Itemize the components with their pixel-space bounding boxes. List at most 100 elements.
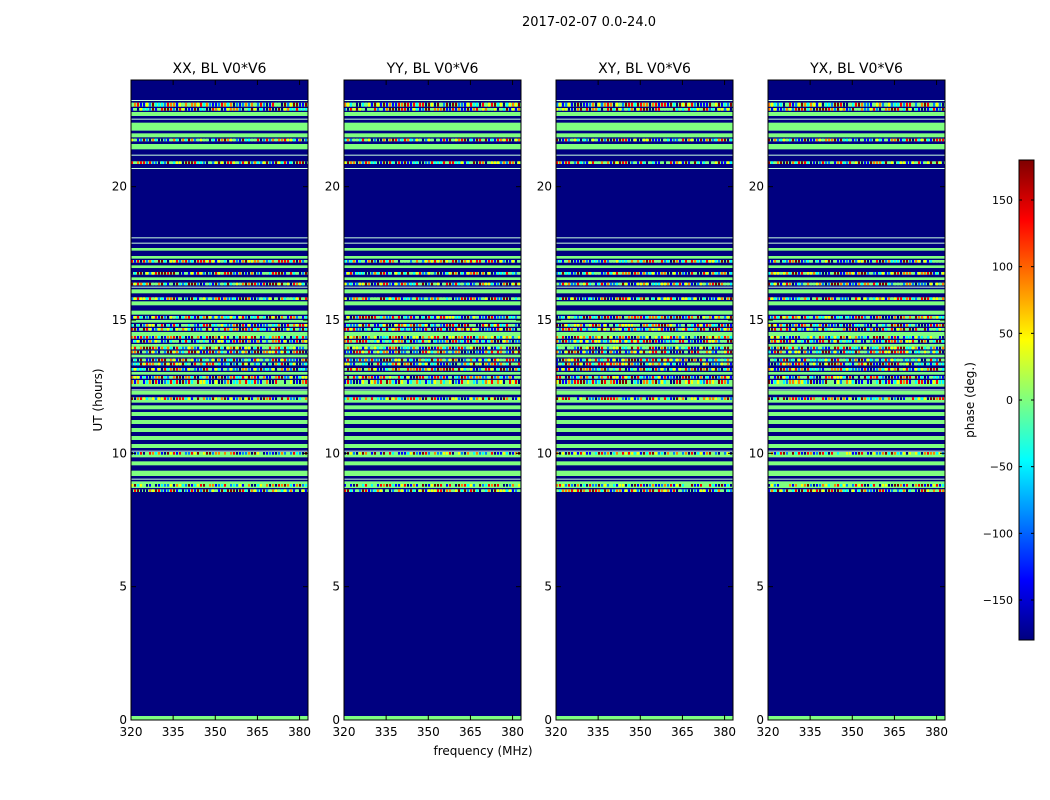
noisy-phase-band: [131, 346, 308, 350]
noisy-phase-band: [131, 282, 308, 286]
flat-phase-band: [556, 412, 733, 416]
colorbar-ticks: −150 −100 −50 0 50 100 150: [983, 194, 1034, 607]
thin-phase-line: [344, 100, 521, 101]
colorbar-tick-label: 50: [999, 327, 1013, 340]
thin-phase-line: [556, 478, 733, 480]
flat-phase-band: [768, 444, 945, 448]
flat-phase-band: [768, 372, 945, 375]
x-tick-label: 380: [925, 725, 948, 739]
noisy-phase-band: [556, 340, 733, 343]
flat-phase-band: [556, 144, 733, 150]
thin-phase-line: [768, 100, 945, 101]
flat-phase-band: [556, 390, 733, 395]
flat-phase-band: [344, 412, 521, 416]
noisy-phase-band: [556, 328, 733, 331]
flat-phase-band: [556, 420, 733, 424]
flat-phase-band: [131, 453, 308, 458]
flat-phase-band: [131, 133, 308, 138]
y-tick-label: 5: [332, 580, 340, 594]
thin-phase-line: [344, 237, 521, 239]
flat-phase-band: [556, 310, 733, 315]
noisy-phase-band: [344, 324, 521, 327]
y-tick-label: 10: [325, 446, 340, 460]
flat-phase-band: [131, 289, 308, 294]
heatmap-area: [556, 80, 733, 720]
noisy-phase-band: [556, 324, 733, 327]
noisy-phase-band: [131, 138, 308, 142]
flat-phase-band: [344, 470, 521, 476]
y-tick-label: 15: [112, 313, 127, 327]
x-tick-label: 335: [799, 725, 822, 739]
noisy-phase-band: [768, 346, 945, 350]
flat-phase-band: [556, 436, 733, 440]
flat-phase-band: [768, 133, 945, 138]
noisy-phase-band: [131, 102, 308, 107]
noisy-phase-band: [556, 358, 733, 362]
flat-phase-band: [768, 470, 945, 476]
panel-3: XY, BL V0*V6 320 335 350 365 380 0 5 10 15 20: [537, 61, 736, 739]
flat-phase-band: [768, 405, 945, 410]
colorbar: −150 −100 −50 0 50 100 150 phase (deg.): [963, 159, 1035, 641]
flat-phase-band: [344, 289, 521, 294]
panel-title: XY, BL V0*V6: [598, 61, 691, 77]
flat-phase-band: [556, 248, 733, 251]
flat-phase-band: [344, 384, 521, 387]
noisy-phase-band: [768, 102, 945, 107]
noisy-phase-band: [768, 368, 945, 371]
noisy-phase-band: [131, 350, 308, 354]
flat-phase-band: [344, 354, 521, 358]
x-tick-label: 350: [204, 725, 227, 739]
flat-phase-band: [131, 428, 308, 432]
flat-phase-band: [344, 461, 521, 466]
flat-phase-band: [768, 428, 945, 432]
noisy-phase-band: [556, 397, 733, 400]
flat-phase-band: [131, 122, 308, 131]
noisy-phase-band: [556, 272, 733, 275]
noisy-phase-band: [131, 362, 308, 366]
flat-phase-band: [768, 354, 945, 358]
noisy-phase-band: [768, 397, 945, 400]
thin-phase-line: [768, 286, 945, 288]
flat-phase-band: [556, 405, 733, 410]
flat-phase-band: [131, 412, 308, 416]
flat-phase-band: [556, 716, 733, 720]
thin-phase-line: [556, 100, 733, 101]
noisy-phase-band: [131, 368, 308, 371]
flat-phase-band: [768, 716, 945, 720]
thin-phase-line: [556, 118, 733, 120]
y-tick-label: 0: [332, 713, 340, 727]
x-axis-label: frequency (MHz): [433, 744, 532, 758]
noisy-phase-band: [768, 260, 945, 263]
x-tick-label: 380: [288, 725, 311, 739]
thin-phase-line: [131, 168, 308, 169]
y-tick-label: 5: [756, 580, 764, 594]
thin-phase-line: [131, 450, 308, 452]
flat-phase-band: [344, 144, 521, 150]
panel-title: YY, BL V0*V6: [386, 61, 479, 77]
flat-phase-band: [131, 144, 308, 150]
x-tick-label: 380: [713, 725, 736, 739]
flat-phase-band: [768, 453, 945, 458]
y-tick-label: 15: [537, 313, 552, 327]
y-tick-label: 10: [537, 446, 552, 460]
flat-phase-band: [131, 344, 308, 347]
flat-phase-band: [344, 310, 521, 315]
noisy-phase-band: [344, 161, 521, 164]
flat-phase-band: [131, 256, 308, 259]
thin-phase-line: [344, 478, 521, 480]
noisy-phase-band: [768, 272, 945, 275]
noisy-phase-band: [344, 138, 521, 142]
noisy-phase-band: [344, 282, 521, 286]
noisy-phase-band: [768, 316, 945, 319]
x-tick-label: 350: [629, 725, 652, 739]
flat-phase-band: [344, 420, 521, 424]
noisy-phase-band: [131, 260, 308, 263]
flat-phase-band: [768, 412, 945, 416]
noisy-phase-band: [556, 346, 733, 350]
thin-phase-line: [768, 168, 945, 169]
flat-phase-band: [556, 470, 733, 476]
flat-phase-band: [131, 112, 308, 116]
panel-2: YY, BL V0*V6 320 335 350 365 380 0 5 10 15 20: [325, 61, 524, 739]
panel-1: XX, BL V0*V6 320 335 350 365 380 0 5 10 15 20: [112, 61, 311, 739]
flat-phase-band: [556, 289, 733, 294]
